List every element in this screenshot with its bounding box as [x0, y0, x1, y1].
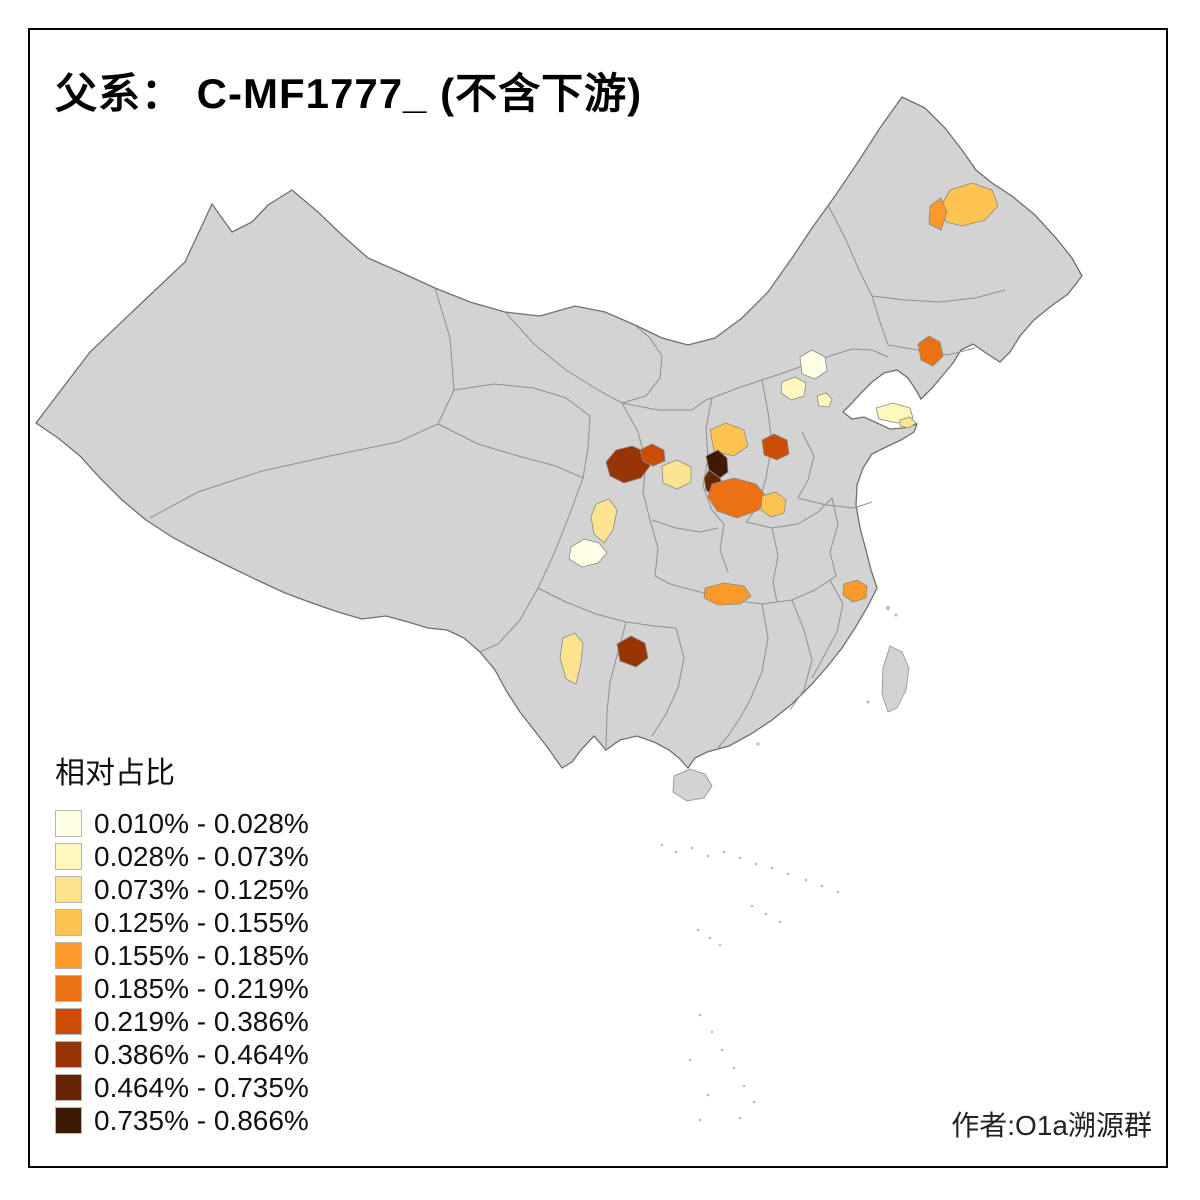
region-shaanxi-north-dark	[605, 445, 651, 484]
region-shaanxi-central-pale	[661, 459, 692, 490]
legend-label: 0.219% - 0.386%	[94, 1005, 309, 1037]
legend-swatch	[55, 810, 82, 837]
legend-swatch	[55, 1074, 82, 1101]
legend-row: 0.464% - 0.735%	[55, 1071, 309, 1103]
legend-label: 0.386% - 0.464%	[94, 1038, 309, 1070]
page-title: 父系： C-MF1777_ (不含下游)	[55, 70, 643, 117]
legend-label: 0.073% - 0.125%	[94, 873, 309, 905]
legend-row: 0.185% - 0.219%	[55, 972, 309, 1004]
legend-row: 0.219% - 0.386%	[55, 1005, 309, 1037]
legend-label: 0.010% - 0.028%	[94, 807, 309, 839]
legend-label: 0.028% - 0.073%	[94, 840, 309, 872]
legend-row: 0.010% - 0.028%	[55, 807, 309, 839]
region-hebei-south-red	[761, 433, 790, 461]
province-borders	[149, 204, 1006, 749]
region-hebei-east-small	[816, 392, 833, 408]
legend-label: 0.155% - 0.185%	[94, 939, 309, 971]
legend-label: 0.735% - 0.866%	[94, 1104, 309, 1136]
highlighted-regions	[559, 182, 999, 685]
legend-row: 0.386% - 0.464%	[55, 1038, 309, 1070]
legend-swatch	[55, 876, 82, 903]
region-jiangsu-shanghai-orange	[842, 579, 868, 603]
region-shandong-peninsula	[875, 402, 914, 424]
legend-row: 0.028% - 0.073%	[55, 840, 309, 872]
region-heilongjiang-northeast	[939, 182, 999, 227]
legend-swatch	[55, 942, 82, 969]
legend-swatch	[55, 1041, 82, 1068]
legend-row: 0.125% - 0.155%	[55, 906, 309, 938]
legend-swatch	[55, 1008, 82, 1035]
region-shanxi-south-orange	[707, 477, 767, 519]
region-beijing-area	[799, 349, 828, 380]
legend-swatch	[55, 1107, 82, 1134]
region-sichuan-north-pale	[590, 498, 618, 544]
legend-swatch	[55, 843, 82, 870]
legend: 相对占比 0.010% - 0.028% 0.028% - 0.073% 0.0…	[55, 748, 309, 1140]
taiwan-island	[881, 645, 910, 713]
legend-label: 0.125% - 0.155%	[94, 906, 309, 938]
legend-label: 0.185% - 0.219%	[94, 972, 309, 1004]
region-shaanxi-north-red	[639, 443, 666, 467]
region-hebei-central	[780, 376, 807, 401]
small-islands	[660, 606, 898, 1122]
legend-swatch	[55, 909, 82, 936]
legend-row: 0.735% - 0.866%	[55, 1104, 309, 1136]
legend-swatch	[55, 975, 82, 1002]
region-shanxi-north-light	[709, 422, 749, 457]
region-yunnan-west-pale	[559, 632, 584, 685]
region-sichuan-center-cream	[568, 538, 608, 568]
region-shandong-tip-small	[899, 416, 917, 429]
legend-label: 0.464% - 0.735%	[94, 1071, 309, 1103]
legend-row: 0.155% - 0.185%	[55, 939, 309, 971]
region-heilongjiang-west-small	[928, 197, 948, 231]
hainan-island	[672, 768, 713, 802]
region-liaoning-central	[917, 335, 944, 367]
legend-title: 相对占比	[55, 757, 175, 790]
legend-row: 0.073% - 0.125%	[55, 873, 309, 905]
china-outline	[35, 96, 1083, 770]
region-hubei-west-orange	[703, 582, 752, 606]
region-guizhou-central-dark	[616, 635, 649, 668]
attribution-text: 作者:O1a溯源群	[951, 1110, 1152, 1141]
region-henan-east-light	[760, 491, 787, 518]
